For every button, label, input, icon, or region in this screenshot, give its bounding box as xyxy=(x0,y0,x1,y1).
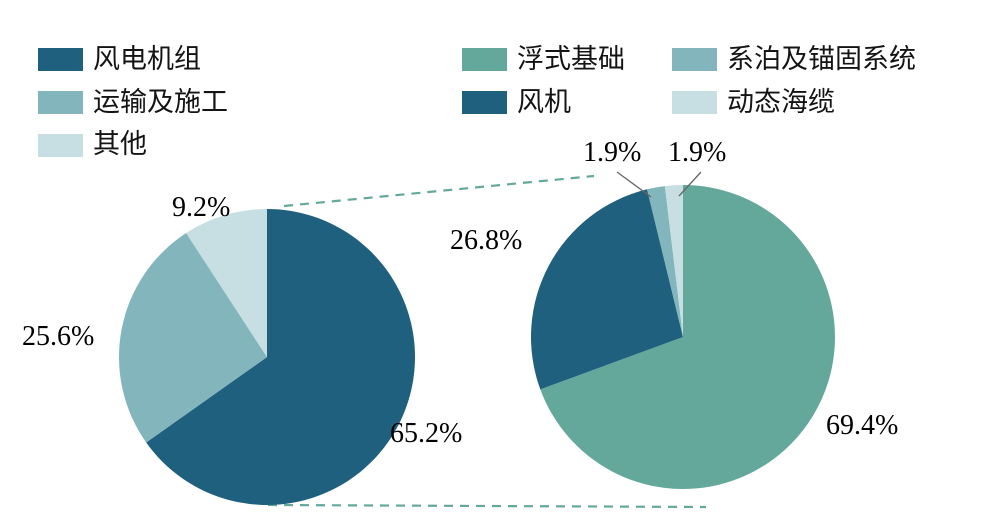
legend-swatch-dynamic-sea-cable xyxy=(672,91,717,115)
legend-label-dynamic-sea-cable: 动态海缆 xyxy=(727,86,835,117)
legend-label-wind-turbine: 风机 xyxy=(517,86,571,117)
pct-label-wind-turbine: 26.8% xyxy=(450,225,523,256)
legend-column-right-pie-b: 系泊及锚固系统 动态海缆 xyxy=(672,44,916,118)
legend-swatch-mooring-anchoring-system xyxy=(672,48,717,72)
pie-slice xyxy=(540,185,835,489)
legend-item-other: 其他 xyxy=(38,130,228,160)
pct-label-floating-foundation: 69.4% xyxy=(826,410,899,441)
legend-column-left-pie: 风电机组 运输及施工 其他 xyxy=(38,44,228,160)
legend-item-dynamic-sea-cable: 动态海缆 xyxy=(672,86,916,118)
legend-item-transport-construction: 运输及施工 xyxy=(38,86,228,118)
left-pie-total-cost xyxy=(118,209,415,505)
legend-item-wind-turbine-unit: 风电机组 xyxy=(38,44,228,75)
legend-swatch-other xyxy=(38,133,83,157)
zoom-connector-bottom-line xyxy=(267,503,707,509)
legend-label-floating-foundation: 浮式基础 xyxy=(517,44,625,74)
pct-label-dynamic-sea-cable: 1.9% xyxy=(668,137,727,168)
pie-slice xyxy=(530,189,683,390)
pie-slice xyxy=(186,209,267,357)
pct-label-mooring-anchoring-system: 1.9% xyxy=(583,137,642,168)
legend-swatch-transport-construction xyxy=(38,91,83,115)
legend-swatch-floating-foundation xyxy=(462,48,507,72)
leader-line-dynamic-cable-sliver xyxy=(678,171,702,197)
legend-item-wind-turbine: 风机 xyxy=(462,86,625,118)
pct-label-other: 9.2% xyxy=(172,192,231,223)
legend-swatch-wind-turbine xyxy=(462,91,507,115)
leader-line-mooring-sliver xyxy=(616,171,652,198)
pie-slice xyxy=(118,233,268,443)
legend-item-mooring-anchoring-system: 系泊及锚固系统 xyxy=(672,44,916,75)
zoom-connector-top-line xyxy=(283,174,595,208)
legend-label-transport-construction: 运输及施工 xyxy=(93,86,228,117)
pct-label-transport-construction: 25.6% xyxy=(22,321,95,352)
legend-item-floating-foundation: 浮式基础 xyxy=(462,44,625,75)
legend-label-other: 其他 xyxy=(93,129,147,160)
pie-slice xyxy=(647,186,683,337)
pct-label-wind-turbine-unit: 65.2% xyxy=(390,418,463,449)
legend-swatch-wind-turbine-unit xyxy=(38,48,83,72)
pie-slice xyxy=(664,185,683,337)
legend-label-mooring-anchoring-system: 系泊及锚固系统 xyxy=(727,44,916,74)
legend-label-wind-turbine-unit: 风电机组 xyxy=(93,44,201,74)
right-pie-turbine-unit-cost xyxy=(530,185,835,489)
pie-slice xyxy=(146,209,415,505)
legend-column-right-pie-a: 浮式基础 风机 xyxy=(462,44,625,118)
